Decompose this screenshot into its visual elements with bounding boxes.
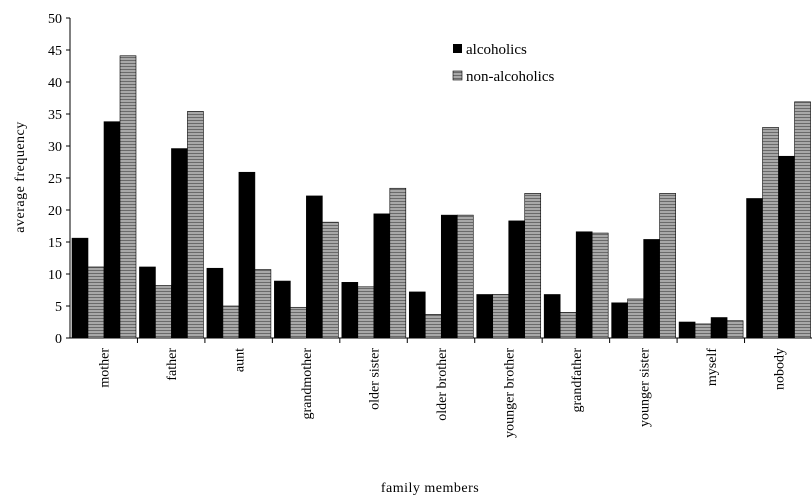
bar-alcoholics (408, 291, 426, 339)
bar-non-alcoholics (87, 266, 105, 339)
x-tick-label: older brother (435, 348, 450, 421)
y-tick-label: 20 (48, 204, 62, 219)
y-tick-label: 0 (55, 332, 62, 347)
y-tick-label: 50 (48, 12, 62, 27)
bar-alcoholics (611, 302, 628, 339)
bar-alcoholics (440, 214, 458, 339)
bar-alcoholics (746, 198, 763, 339)
y-tick-label: 10 (48, 268, 62, 283)
bar-non-alcoholics (627, 298, 644, 339)
bar-alcoholics (508, 220, 526, 339)
bar-non-alcoholics (659, 193, 676, 339)
bar-non-alcoholics (290, 306, 307, 339)
bar-non-alcoholics (726, 320, 744, 339)
y-tick-label: 45 (48, 44, 62, 59)
bar-alcoholics (238, 171, 256, 339)
bar-non-alcoholics (762, 127, 779, 339)
bar-alcoholics (373, 213, 391, 339)
bar-alcoholics (543, 294, 561, 339)
bar-alcoholics (306, 195, 323, 339)
bar-non-alcoholics (524, 193, 542, 339)
bar-non-alcoholics (794, 101, 811, 339)
bar-non-alcoholics (254, 269, 272, 339)
bar-alcoholics (206, 267, 224, 339)
x-tick-label: mother (98, 348, 113, 388)
y-tick-label: 25 (48, 172, 62, 187)
x-tick-label: myself (705, 348, 720, 386)
x-axis-label: family members (381, 481, 479, 496)
x-tick-label: nobody (772, 348, 787, 390)
bar-alcoholics (171, 148, 188, 339)
bar-non-alcoholics (591, 232, 609, 339)
bar-non-alcoholics (389, 187, 407, 339)
legend-swatch-alcoholics (453, 44, 462, 53)
y-tick-label: 40 (48, 76, 62, 91)
legend-swatch-non-alcoholics (452, 70, 463, 81)
bar-non-alcoholics (492, 294, 510, 339)
bar-alcoholics (778, 155, 795, 339)
x-tick-label: grandmother (300, 348, 315, 420)
bar-alcoholics (139, 266, 156, 339)
bar-non-alcoholics (322, 221, 339, 339)
x-tick-label: older sister (368, 348, 383, 410)
y-tick-label: 5 (55, 300, 62, 315)
bar-non-alcoholics (559, 312, 577, 339)
y-tick-label: 30 (48, 140, 62, 155)
bar-alcoholics (274, 280, 291, 339)
bar-non-alcoholics (357, 286, 375, 339)
bar-non-alcoholics (694, 323, 712, 339)
bar-alcoholics (575, 231, 593, 339)
x-tick-label: grandfather (570, 348, 585, 413)
plot-area: 0 5 10 15 20 25 30 35 40 45 50 mother father aunt gran… (48, 12, 812, 438)
y-tick-label: 15 (48, 236, 62, 251)
bar-non-alcoholics (456, 214, 474, 339)
x-tick-label: aunt (233, 348, 248, 372)
bar-alcoholics (71, 237, 89, 339)
x-tick-label: father (165, 348, 180, 381)
bar-alcoholics (476, 294, 494, 339)
bar-non-alcoholics (222, 305, 240, 339)
bar-alcoholics (678, 321, 696, 339)
bar-alcoholics (710, 317, 728, 339)
y-tick-label: 35 (48, 108, 62, 123)
bar-non-alcoholics (119, 55, 137, 339)
legend-label-non-alcoholics: non-alcoholics (466, 69, 554, 85)
bar-alcoholics (103, 121, 121, 339)
bar-non-alcoholics (424, 314, 442, 339)
bar-alcoholics (341, 282, 359, 339)
legend-label-alcoholics: alcoholics (466, 42, 527, 58)
y-axis-label: average frequency (13, 121, 28, 232)
bar-non-alcoholics (155, 285, 172, 339)
x-tick-label: younger sister (637, 348, 652, 427)
legend: alcoholics non-alcoholics (452, 42, 554, 85)
x-tick-label: younger brother (502, 348, 517, 438)
bar-non-alcoholics (187, 111, 204, 339)
bar-alcoholics (643, 239, 660, 339)
